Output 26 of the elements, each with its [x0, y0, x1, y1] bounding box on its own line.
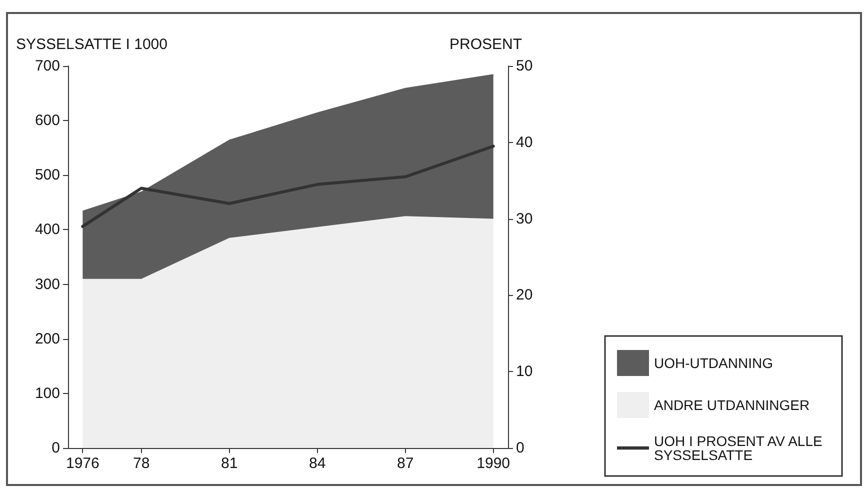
y2-tick-label: 30 [516, 210, 533, 228]
y-tick-label: 700 [34, 58, 60, 74]
y2-tick-label: 40 [516, 134, 533, 151]
x-tick-label: 81 [220, 455, 238, 472]
y2-tick-label: 50 [516, 58, 533, 74]
x-tick-label: 84 [308, 455, 326, 472]
x-tick-label: 1990 [476, 455, 510, 472]
x-tick-label: 1976 [66, 455, 100, 472]
legend-label: UOH I PROSENT AV ALLE SYSSELSATTE [654, 433, 826, 463]
x-tick-label: 87 [396, 455, 414, 472]
y-tick-label: 600 [34, 112, 60, 130]
y2-tick-label: 10 [516, 363, 533, 380]
y2-axis-title: PROSENT [449, 36, 522, 53]
legend-label: UOH-UTDANNING [654, 355, 773, 371]
y2-tick-label: 20 [516, 286, 533, 304]
y2-tick-label: 0 [516, 440, 524, 456]
y-axis-title: SYSSELSATTE I 1000 [16, 36, 168, 53]
y-tick-label: 100 [34, 384, 60, 402]
y-tick-label: 200 [34, 330, 60, 348]
x-tick-label: 78 [132, 455, 150, 472]
y-tick-label: 500 [34, 166, 60, 184]
legend-label: ANDRE UTDANNINGER [654, 397, 810, 413]
y-tick-label: 0 [52, 440, 60, 456]
y-tick-label: 400 [34, 221, 60, 238]
y-tick-label: 300 [34, 276, 60, 293]
line-series [81, 144, 495, 228]
